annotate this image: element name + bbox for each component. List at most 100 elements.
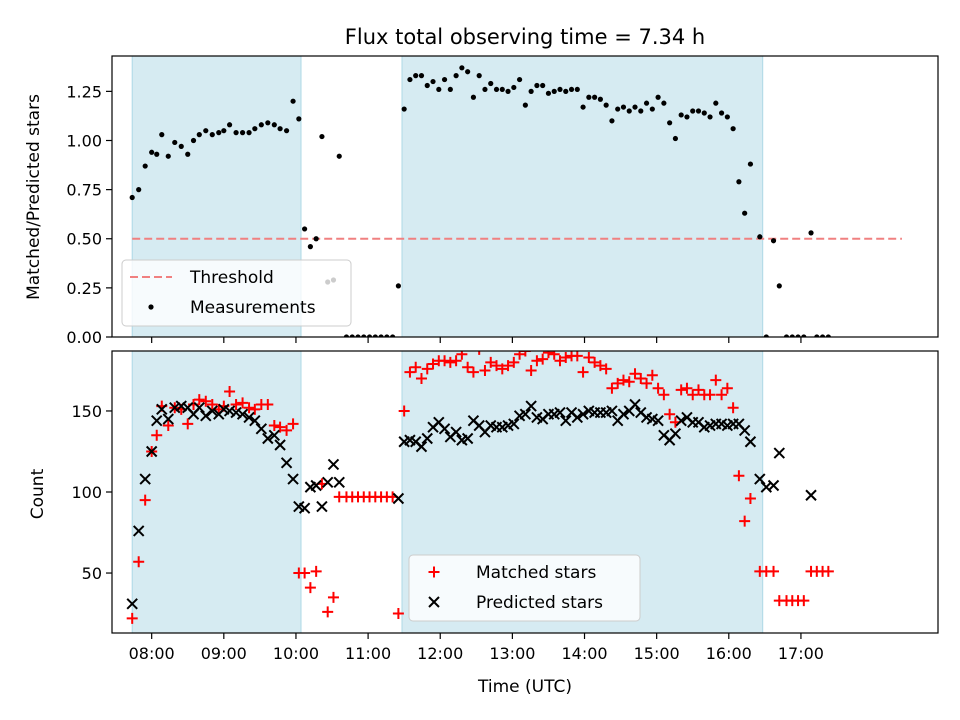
measurement-point — [757, 234, 763, 240]
measurement-point — [384, 334, 390, 337]
predicted-stars-point — [438, 423, 451, 435]
measurement-point — [540, 82, 546, 89]
series-matched-stars — [126, 351, 834, 624]
measurement-point — [209, 132, 215, 138]
measurement-point — [142, 163, 148, 169]
measurement-point — [290, 98, 296, 104]
matched-stars-point — [798, 595, 810, 607]
matched-stars-point — [704, 389, 716, 401]
measurement-point — [459, 65, 465, 71]
measurement-point — [283, 128, 290, 134]
matched-stars-point — [421, 363, 433, 375]
matched-stars-point — [554, 355, 566, 367]
predicted-stars-point — [280, 457, 293, 469]
predicted-stars-point — [287, 473, 299, 485]
measurement-point — [736, 179, 742, 185]
matched-stars-point — [822, 565, 834, 577]
plot-frame — [111, 55, 939, 338]
predicted-stars-point — [392, 492, 405, 505]
measurement-point — [724, 114, 730, 120]
measurement-point — [730, 126, 736, 132]
measurement-point — [372, 334, 378, 337]
matched-stars-point — [456, 351, 468, 360]
predicted-stars-point — [236, 408, 249, 420]
legend-swatch-matched — [428, 566, 440, 578]
measurement-point — [814, 334, 820, 337]
matched-stars-point — [542, 351, 554, 359]
predicted-stars-point — [675, 414, 687, 427]
predicted-stars-point — [327, 458, 340, 471]
matched-stars-point — [262, 398, 274, 410]
measurement-point — [418, 73, 425, 79]
measurement-point — [246, 130, 252, 136]
measurement-point — [216, 130, 222, 136]
measurement-point — [307, 244, 313, 250]
matched-stars-point — [733, 470, 745, 482]
predicted-stars-point — [554, 406, 566, 419]
measurement-point — [603, 102, 609, 108]
x-tick-label: 10:00 — [273, 644, 319, 663]
measurement-point — [776, 283, 782, 289]
predicted-stars-point — [274, 439, 286, 451]
predicted-stars-point — [461, 432, 474, 445]
measurement-point — [349, 334, 355, 337]
bottom-y-axis-label: Count — [28, 468, 48, 519]
measurement-point — [563, 88, 569, 94]
y-tick-label: 0.50 — [66, 230, 102, 249]
measurement-point — [511, 84, 517, 91]
matched-stars-point — [193, 394, 205, 406]
measurement-point — [661, 100, 667, 106]
measurement-point — [258, 122, 264, 128]
matched-stars-point — [548, 351, 560, 360]
matched-stars-point — [721, 382, 733, 394]
measurement-point — [742, 210, 748, 216]
measurement-point — [707, 114, 713, 120]
measurement-point — [488, 80, 494, 87]
predicted-stars-point — [415, 440, 428, 453]
matched-stars-point — [594, 360, 606, 372]
measurement-point — [695, 108, 702, 114]
measurement-point — [395, 283, 401, 289]
matched-stars-point — [224, 386, 236, 398]
measurement-point — [632, 104, 638, 110]
measurement-point — [592, 94, 598, 100]
legend: Matched stars Predicted stars — [408, 554, 641, 622]
matched-stars-point — [577, 366, 589, 378]
measurement-point — [319, 133, 325, 140]
measurement-point — [154, 151, 160, 157]
measurement-point — [465, 69, 471, 75]
matched-stars-point — [681, 382, 693, 394]
measurement-point — [534, 82, 540, 89]
matched-stars-point — [646, 369, 658, 381]
matched-stars-point — [502, 360, 514, 372]
measurement-point — [476, 73, 482, 79]
predicted-stars-point — [156, 403, 168, 416]
measurement-point — [413, 73, 419, 79]
y-tick-label: 150 — [71, 402, 102, 421]
measurement-point — [568, 86, 575, 93]
matched-stars-point — [606, 382, 618, 394]
measurement-point — [684, 114, 690, 120]
matched-stars-point — [623, 376, 635, 388]
measurement-point — [401, 106, 407, 112]
x-tick-label: 12:00 — [417, 644, 463, 663]
legend-swatch-predicted — [428, 596, 440, 608]
measurement-point — [390, 334, 396, 337]
predicted-stars-point — [669, 427, 682, 440]
predicted-stars-point — [243, 411, 255, 424]
legend: Threshold Measurements — [121, 259, 352, 327]
matched-stars-point — [398, 405, 410, 417]
observing-interval-2 — [401, 55, 764, 338]
matched-stars-point — [600, 363, 612, 375]
matched-stars-point — [768, 565, 780, 577]
matched-stars-point — [287, 418, 299, 430]
x-tick-label: 09:00 — [201, 644, 247, 663]
measurement-point — [620, 104, 627, 110]
matched-stars-point — [133, 556, 145, 568]
matched-stars-point — [612, 377, 624, 389]
matched-stars-point — [304, 582, 316, 594]
measurement-point — [252, 126, 258, 132]
predicted-stars-point — [421, 432, 433, 445]
matched-stars-point — [415, 373, 427, 385]
measurement-point — [690, 108, 696, 114]
